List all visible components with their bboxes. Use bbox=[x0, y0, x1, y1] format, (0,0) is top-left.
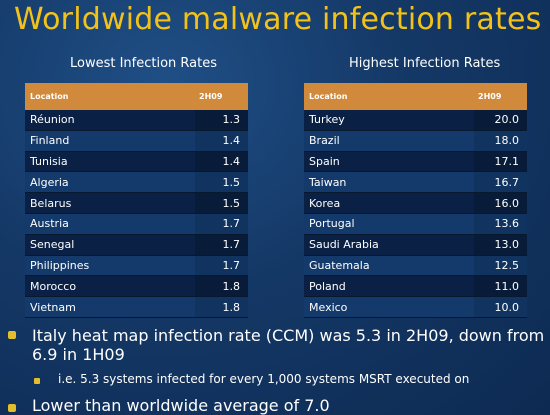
row-value: 16.7 bbox=[474, 172, 527, 193]
row-value: 13.6 bbox=[474, 213, 527, 234]
row-location: Austria bbox=[30, 217, 69, 231]
table-row: Portugal 13.6 bbox=[304, 213, 527, 235]
row-value: 1.7 bbox=[195, 234, 248, 255]
lowest-table-heading: Lowest Infection Rates bbox=[70, 56, 218, 71]
table-row: Brazil 18.0 bbox=[304, 130, 527, 152]
row-value: 1.4 bbox=[195, 130, 248, 151]
row-location: Turkey bbox=[309, 113, 345, 127]
table-row: Tunisia 1.4 bbox=[25, 151, 248, 173]
row-value: 10.0 bbox=[474, 297, 527, 317]
highest-table-heading: Highest Infection Rates bbox=[349, 56, 501, 71]
table-row: Morocco 1.8 bbox=[25, 276, 248, 298]
table-row: Réunion 1.3 bbox=[25, 110, 248, 131]
table-row: Saudi Arabia 13.0 bbox=[304, 234, 527, 256]
row-location: Algeria bbox=[30, 175, 69, 189]
table-row: Taiwan 16.7 bbox=[304, 172, 527, 194]
row-location: Finland bbox=[30, 134, 70, 148]
highest-infection-table: Location 2H09 Turkey 20.0 Brazil 18.0 Spai… bbox=[304, 83, 527, 318]
row-value: 1.3 bbox=[195, 110, 248, 130]
bullet-square-icon bbox=[8, 404, 16, 412]
row-location: Morocco bbox=[30, 279, 77, 293]
column-location-header: Location bbox=[309, 92, 348, 101]
table-row: Guatemala 12.5 bbox=[304, 255, 527, 277]
row-value: 12.5 bbox=[474, 255, 527, 276]
column-period-header: 2H09 bbox=[199, 92, 223, 101]
table-row: Spain 17.1 bbox=[304, 151, 527, 173]
table-header: Location 2H09 bbox=[25, 83, 248, 110]
row-value: 1.8 bbox=[195, 276, 248, 297]
row-location: Saudi Arabia bbox=[309, 238, 379, 252]
row-value: 18.0 bbox=[474, 130, 527, 151]
row-value: 1.7 bbox=[195, 255, 248, 276]
row-location: Senegal bbox=[30, 238, 75, 252]
table-row: Finland 1.4 bbox=[25, 130, 248, 152]
bullet-italy-infection-rate: Italy heat map infection rate (CCM) was … bbox=[32, 326, 545, 364]
table-row: Senegal 1.7 bbox=[25, 234, 248, 256]
sub-bullet-square-icon bbox=[34, 378, 40, 384]
table-row: Mexico 10.0 bbox=[304, 297, 527, 318]
row-location: Taiwan bbox=[309, 175, 347, 189]
row-location: Vietnam bbox=[30, 300, 76, 314]
table-row: Belarus 1.5 bbox=[25, 193, 248, 214]
table-row: Algeria 1.5 bbox=[25, 172, 248, 194]
row-value: 1.5 bbox=[195, 193, 248, 213]
row-location: Philippines bbox=[30, 258, 90, 272]
table-row: Vietnam 1.8 bbox=[25, 297, 248, 318]
table-header: Location 2H09 bbox=[304, 83, 527, 110]
row-location: Tunisia bbox=[30, 154, 68, 168]
row-location: Réunion bbox=[30, 113, 75, 127]
row-location: Poland bbox=[309, 279, 346, 293]
row-location: Portugal bbox=[309, 217, 355, 231]
table-row: Philippines 1.7 bbox=[25, 255, 248, 277]
bullet-worldwide-average: Lower than worldwide average of 7.0 bbox=[32, 396, 330, 415]
row-value: 20.0 bbox=[474, 110, 527, 130]
row-value: 17.1 bbox=[474, 151, 527, 172]
table-row: Turkey 20.0 bbox=[304, 110, 527, 131]
row-value: 11.0 bbox=[474, 276, 527, 297]
table-row: Austria 1.7 bbox=[25, 213, 248, 235]
sub-bullet-explanation: i.e. 5.3 systems infected for every 1,00… bbox=[58, 372, 470, 386]
column-location-header: Location bbox=[30, 92, 69, 101]
lowest-table-body: Réunion 1.3 Finland 1.4 Tunisia 1.4 Algeria… bbox=[25, 110, 248, 318]
lowest-infection-table: Location 2H09 Réunion 1.3 Finland 1.4 Tuni… bbox=[25, 83, 248, 318]
row-value: 1.5 bbox=[195, 172, 248, 193]
bullet-square-icon bbox=[8, 331, 16, 339]
row-location: Spain bbox=[309, 154, 340, 168]
row-value: 1.8 bbox=[195, 297, 248, 317]
row-location: Belarus bbox=[30, 196, 72, 210]
table-row: Poland 11.0 bbox=[304, 276, 527, 298]
row-location: Guatemala bbox=[309, 258, 370, 272]
row-value: 13.0 bbox=[474, 234, 527, 255]
row-value: 1.4 bbox=[195, 151, 248, 172]
row-location: Brazil bbox=[309, 134, 340, 148]
column-period-header: 2H09 bbox=[478, 92, 502, 101]
slide-title: Worldwide malware infection rates bbox=[14, 2, 542, 37]
row-value: 1.7 bbox=[195, 213, 248, 234]
table-row: Korea 16.0 bbox=[304, 193, 527, 214]
row-value: 16.0 bbox=[474, 193, 527, 213]
row-location: Korea bbox=[309, 196, 341, 210]
highest-table-body: Turkey 20.0 Brazil 18.0 Spain 17.1 Taiwan 16… bbox=[304, 110, 527, 318]
row-location: Mexico bbox=[309, 300, 348, 314]
